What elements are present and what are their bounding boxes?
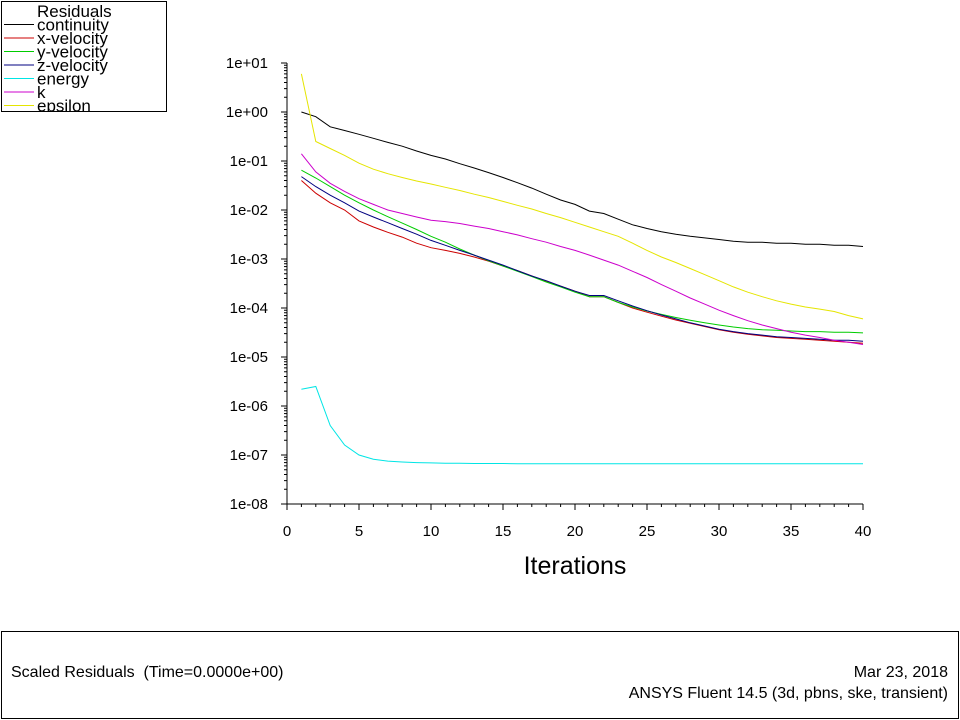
footer-software: ANSYS Fluent 14.5 (3d, pbns, ske, transi… — [628, 685, 948, 702]
legend-label-continuity: continuity — [37, 16, 109, 35]
legend-entries: Residualscontinuityx-velocityy-velocityz… — [4, 2, 112, 116]
footer-date: Mar 23, 2018 — [853, 664, 948, 681]
legend-label-x-velocity: x-velocity — [37, 29, 108, 48]
y-tick-label: 1e-05 — [230, 349, 268, 366]
x-tick-label: 5 — [355, 523, 363, 540]
x-tick-label: 35 — [783, 523, 800, 540]
x-tick-label: 30 — [711, 523, 728, 540]
legend-label-z-velocity: z-velocity — [37, 56, 108, 75]
y-tick-label: 1e-04 — [230, 300, 268, 317]
x-axis-label: Iterations — [524, 552, 627, 580]
y-tick-label: 1e-02 — [230, 202, 268, 219]
legend: Residuals continuity x-velocity y-velocity z… — [1, 1, 167, 116]
legend-label-k: k — [37, 83, 46, 102]
x-tick-label: 25 — [639, 523, 656, 540]
residuals-plot: 1e-08 1e-07 1e-06 1e-05 1e-04 1e-03 1e-02 1e-01… — [226, 55, 871, 580]
x-tick-label: 20 — [567, 523, 584, 540]
y-tick-label: 1e-03 — [230, 251, 268, 268]
x-tick-label: 0 — [283, 523, 291, 540]
legend-label-epsilon: epsilon — [37, 97, 91, 112]
plot-series — [300, 73, 864, 465]
legend-label-y-velocity: y-velocity — [37, 43, 108, 62]
legend-label-energy: energy — [37, 70, 89, 89]
x-tick-label: 40 — [855, 523, 872, 540]
legend-title: Residuals — [37, 2, 112, 21]
y-tick-label: 1e-01 — [230, 153, 268, 170]
y-tick-label: 1e+00 — [226, 104, 268, 121]
series-line-x-velocity — [301, 180, 864, 344]
x-tick-label: 15 — [495, 523, 512, 540]
y-tick-label: 1e-06 — [230, 398, 268, 415]
footer-title: Scaled Residuals (Time=0.0000e+00) — [11, 664, 284, 681]
series-line-k — [301, 153, 864, 345]
x-tick-label: 10 — [423, 523, 440, 540]
series-line-z-velocity — [301, 176, 864, 342]
plot-axes: 1e-08 1e-07 1e-06 1e-05 1e-04 1e-03 1e-02 1e-01… — [226, 55, 871, 580]
y-tick-label: 1e-07 — [230, 447, 268, 464]
series-line-continuity — [301, 111, 864, 247]
series-line-energy — [301, 385, 863, 465]
y-tick-label: 1e+01 — [226, 55, 268, 72]
footer-panel: Scaled Residuals (Time=0.0000e+00) Mar 2… — [1, 631, 959, 719]
series-line-epsilon — [300, 73, 864, 320]
y-tick-label: 1e-08 — [230, 496, 268, 513]
series-line-y-velocity — [301, 169, 864, 334]
